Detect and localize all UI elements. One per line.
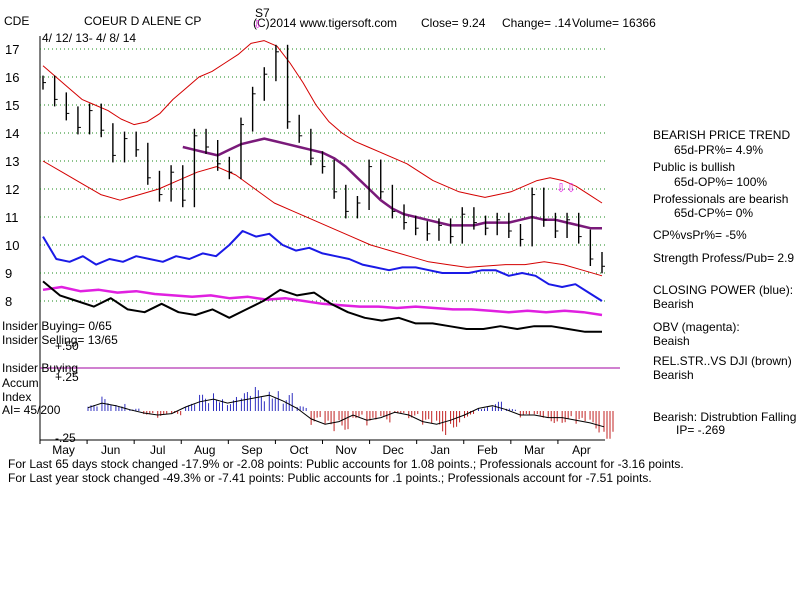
obv-line xyxy=(42,285,603,317)
price-tick-label: 10 xyxy=(5,238,19,253)
footer-line-2: For Last year stock changed -49.3% or -7… xyxy=(8,471,652,485)
accum-smooth-line xyxy=(87,394,605,428)
insider-selling-label: Insider Selling= 13/65 xyxy=(2,333,118,347)
closing-power-line xyxy=(42,230,603,302)
signal-label: S7 xyxy=(255,6,270,20)
change-value: Change= .14 xyxy=(502,16,572,30)
price-tick-label: 15 xyxy=(5,98,19,113)
month-label: Apr xyxy=(572,443,591,457)
price-tick-label: 11 xyxy=(5,210,19,225)
month-label: Sep xyxy=(241,443,263,457)
insider-buying-label: Insider Buying= 0/65 xyxy=(2,319,112,333)
ticker-symbol: CDE xyxy=(4,14,30,28)
date-range: 4/ 12/ 13- 4/ 8/ 14 xyxy=(42,31,137,45)
distribution-status: Bearish: Distrubtion Falling xyxy=(653,410,797,424)
month-label: Aug xyxy=(194,443,215,457)
volume-value: Volume= 16366 xyxy=(572,16,656,30)
rel-strength-label: REL.STR..VS DJI (brown) xyxy=(653,354,792,368)
public-status: Public is bullish xyxy=(653,160,736,174)
ai-label: AI= 45/200 xyxy=(2,403,61,417)
ip-value: IP= -.269 xyxy=(676,423,726,437)
lower-band-line xyxy=(42,160,603,277)
month-label: Jul xyxy=(150,443,165,457)
month-label: Oct xyxy=(290,443,309,457)
price-tick-label: 17 xyxy=(5,42,19,57)
insider-buying-line-label: Insider Buying xyxy=(2,361,79,375)
strength-value: Strength Profess/Pub= 2.9 xyxy=(653,251,795,265)
closing-power-status: Bearish xyxy=(653,297,694,311)
month-label: Jun xyxy=(101,443,120,457)
signal-arrow-icon: ⇩⇩ xyxy=(556,181,576,195)
company-name: COEUR D ALENE CP xyxy=(84,14,202,28)
obv-label: OBV (magenta): xyxy=(653,320,740,334)
closing-power-label: CLOSING POWER (blue): xyxy=(653,283,794,297)
upper-band-line xyxy=(42,40,603,204)
index-label: Index xyxy=(2,390,32,404)
pr-value: 65d-PR%= 4.9% xyxy=(674,143,764,157)
price-tick-label: 14 xyxy=(5,126,19,141)
professionals-status: Professionals are bearish xyxy=(653,192,789,206)
accum-label: Accum xyxy=(2,376,39,390)
rel-strength-status: Bearish xyxy=(653,368,694,382)
accum-tick-label: -.25 xyxy=(55,431,76,445)
month-label: Nov xyxy=(335,443,356,457)
price-tick-label: 8 xyxy=(5,294,12,309)
cpvspr-value: CP%vsPr%= -5% xyxy=(653,228,747,242)
close-value: Close= 9.24 xyxy=(421,16,486,30)
footer-line-1: For Last 65 days stock changed -17.9% or… xyxy=(8,457,684,471)
month-label: Jan xyxy=(431,443,450,457)
price-tick-label: 13 xyxy=(5,154,19,169)
rel-strength-line xyxy=(42,280,602,333)
signal-arrow-icon: ⇩ xyxy=(253,19,262,31)
copyright-text: (C)2014 www.tigersoft.com xyxy=(253,16,398,30)
cp-value: 65d-CP%= 0% xyxy=(674,206,754,220)
price-tick-label: 9 xyxy=(5,266,12,281)
price-tick-label: 12 xyxy=(5,182,19,197)
month-label: Mar xyxy=(524,443,545,457)
op-value: 65d-OP%= 100% xyxy=(674,175,768,189)
month-label: Dec xyxy=(382,443,403,457)
month-label: May xyxy=(52,443,75,457)
accum-tick-label: +.50 xyxy=(55,339,79,353)
accum-tick-label: +.25 xyxy=(55,370,79,384)
price-tick-label: 16 xyxy=(5,70,19,85)
month-label: Feb xyxy=(477,443,498,457)
obv-status: Beaish xyxy=(653,334,690,348)
trend-title: BEARISH PRICE TREND xyxy=(653,128,791,142)
